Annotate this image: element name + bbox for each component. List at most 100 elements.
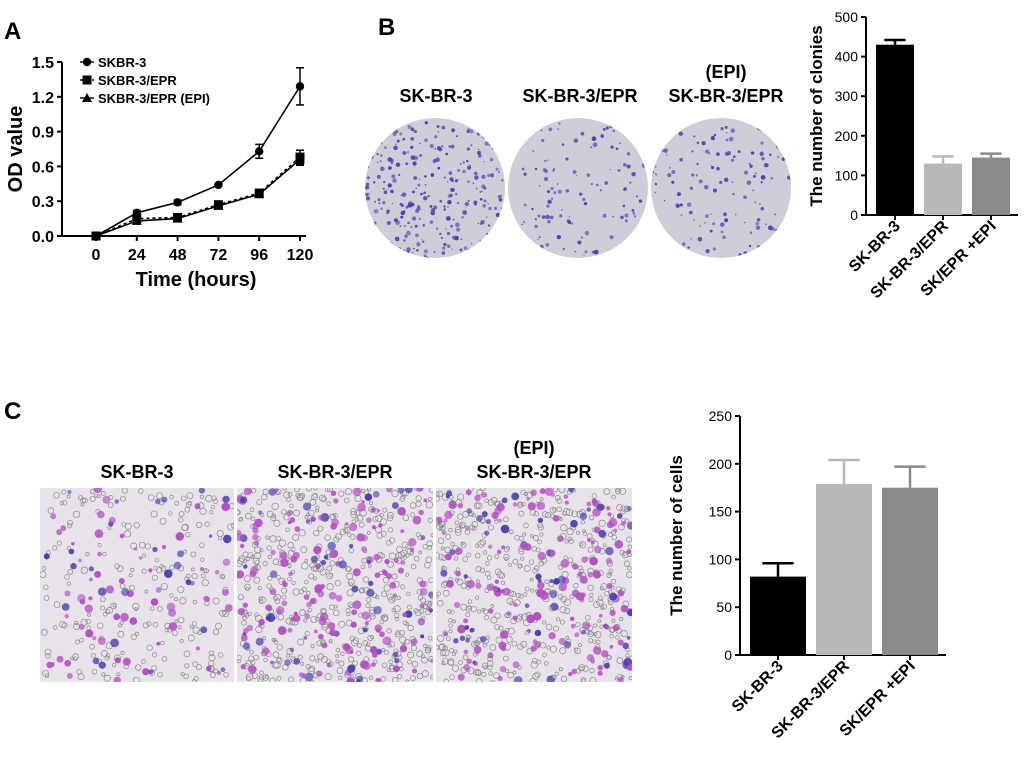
- pore: [475, 543, 480, 548]
- colony-dot: [423, 249, 428, 254]
- pore: [45, 653, 51, 659]
- colony-dot: [641, 163, 647, 168]
- pore: [381, 614, 389, 622]
- pore: [141, 568, 147, 574]
- stained-cell: [537, 551, 547, 561]
- pore: [120, 651, 125, 656]
- pore: [352, 637, 360, 644]
- pore: [602, 543, 607, 548]
- pore: [413, 555, 420, 562]
- pore: [542, 652, 547, 658]
- colony-dot: [438, 147, 443, 152]
- stained-cell: [539, 591, 549, 600]
- pore: [609, 514, 614, 519]
- colony-dot: [403, 224, 406, 228]
- pore: [460, 541, 465, 546]
- colony-dot: [567, 220, 572, 225]
- colony-dot: [469, 129, 474, 134]
- pore: [309, 498, 317, 506]
- stained-cell: [484, 530, 490, 536]
- colony-dot: [712, 247, 717, 251]
- colony-dot: [760, 207, 765, 211]
- pore: [389, 641, 396, 648]
- stained-cell: [473, 645, 482, 654]
- colony-dot: [538, 252, 541, 255]
- stained-cell: [97, 510, 105, 519]
- legend-marker: [82, 93, 92, 102]
- pore: [156, 492, 164, 500]
- stained-cell: [393, 557, 399, 563]
- colony-dot: [500, 194, 502, 197]
- colony-dot: [547, 199, 552, 205]
- pore: [277, 657, 282, 662]
- stained-cell: [94, 571, 102, 578]
- pore: [276, 675, 282, 681]
- pore: [604, 590, 610, 597]
- pore: [546, 645, 551, 650]
- colony-dot: [653, 155, 658, 160]
- pore: [61, 622, 68, 629]
- y-tick-label: 150: [709, 504, 733, 520]
- stained-cell: [222, 558, 231, 566]
- stained-cell: [626, 635, 631, 640]
- pore: [467, 667, 475, 675]
- pore: [245, 556, 250, 561]
- pore: [425, 645, 432, 651]
- colony-dot: [541, 138, 545, 143]
- pore: [532, 672, 540, 680]
- pore: [450, 541, 455, 547]
- colony-dot: [472, 182, 475, 185]
- colony-dot: [377, 129, 382, 134]
- stained-cell: [287, 520, 292, 525]
- stained-cell: [466, 658, 473, 664]
- colony-dot: [441, 246, 446, 250]
- colony-dot: [651, 246, 655, 251]
- colony-dot: [531, 207, 534, 211]
- pore: [442, 658, 449, 665]
- colony-dot: [720, 127, 724, 131]
- pore: [579, 541, 587, 549]
- pore: [593, 601, 600, 609]
- colony-dot: [474, 121, 477, 124]
- stained-cell: [549, 549, 556, 556]
- stained-cell: [590, 540, 595, 545]
- colony-dot: [386, 220, 391, 226]
- colony-dot: [724, 218, 729, 223]
- pore: [304, 631, 310, 637]
- stained-cell: [594, 545, 602, 554]
- colony-dot: [430, 210, 436, 216]
- colony-dot: [467, 248, 472, 254]
- pore: [212, 498, 218, 504]
- colony-dot: [605, 126, 609, 130]
- colony-dot: [626, 152, 631, 156]
- colony-dot: [574, 250, 576, 253]
- colony-dot: [612, 129, 615, 133]
- colony-dot: [380, 207, 383, 210]
- stained-cell: [208, 534, 213, 538]
- pore: [449, 609, 455, 615]
- pore: [132, 676, 141, 682]
- colony-dot: [370, 155, 374, 159]
- pore: [343, 497, 350, 504]
- colony-dot: [413, 247, 415, 250]
- pore: [515, 593, 521, 599]
- pore: [301, 562, 309, 570]
- stained-cell: [92, 657, 100, 665]
- stained-cell: [466, 508, 473, 514]
- pore: [626, 571, 632, 579]
- stained-cell: [114, 657, 121, 664]
- pore: [571, 510, 578, 518]
- cell-stain-image: [237, 488, 433, 682]
- colony-dot: [510, 163, 513, 165]
- stained-cell: [242, 602, 248, 608]
- pore: [503, 655, 509, 662]
- stained-cell: [572, 563, 579, 570]
- stained-cell: [326, 662, 332, 668]
- pore: [320, 656, 329, 664]
- pore: [89, 495, 96, 502]
- stained-cell: [255, 637, 264, 646]
- colony-dot: [785, 118, 789, 120]
- pore: [40, 628, 48, 636]
- stained-cell: [418, 509, 424, 516]
- pore: [274, 598, 281, 604]
